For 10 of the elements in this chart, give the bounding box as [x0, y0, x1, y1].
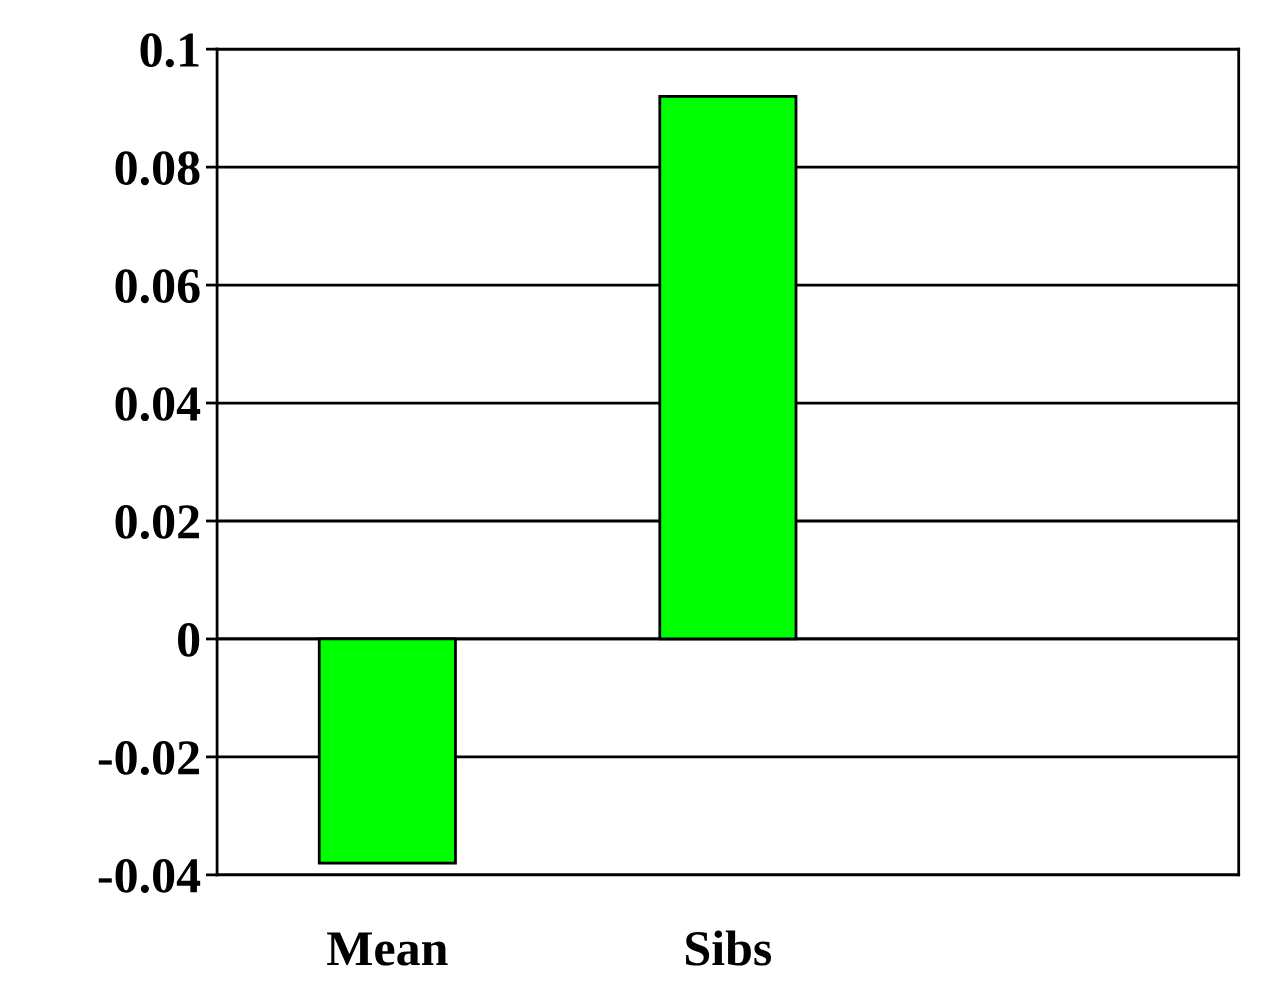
y-tick-label: 0: [178, 623, 200, 657]
y-tick-label: 0.02: [115, 505, 199, 540]
y-tick-label: 0.08: [115, 151, 200, 186]
y-tick-label: -0.02: [98, 741, 199, 775]
y-tick-label: -0.04: [98, 858, 201, 893]
x-tick-label: Sibs: [686, 930, 772, 966]
x-tick-label: Mean: [327, 932, 448, 966]
y-tick-label: 0.06: [115, 269, 200, 304]
y-tick-label: 0.04: [115, 387, 201, 422]
y-tick-label: 0.1: [140, 33, 199, 68]
